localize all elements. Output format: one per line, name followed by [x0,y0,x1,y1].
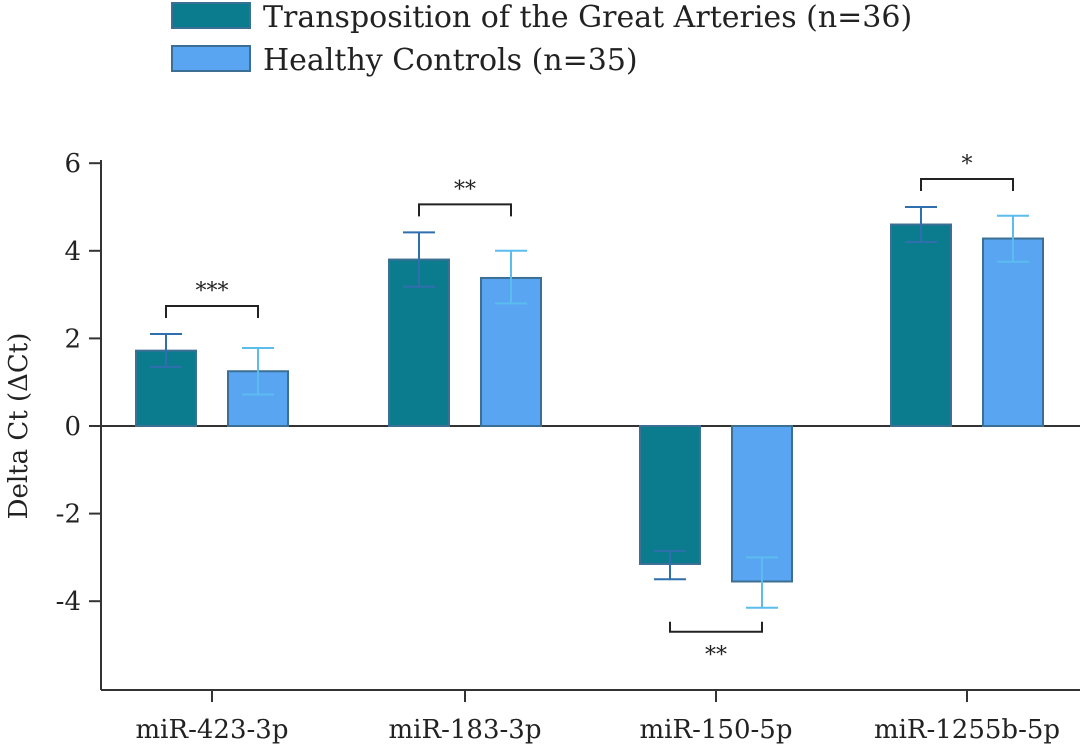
y-tick-label: 4 [64,237,81,267]
significance-bracket [418,203,512,217]
legend-label-controls: Healthy Controls (n=35) [263,43,638,78]
significance-bracket [920,178,1014,191]
significance-bracket [669,621,763,633]
bar [639,425,701,565]
x-tick-label: miR-423-3p [136,715,289,745]
bar [135,349,197,427]
y-tick-label: 2 [64,324,81,354]
legend: Transposition of the Great Arteries (n=3… [171,0,912,78]
significance-label: *** [196,279,229,304]
bar [731,425,793,583]
bar [982,237,1044,427]
x-tick-label: miR-1255b-5p [874,715,1060,745]
significance-label: ** [454,177,476,202]
bar [890,223,952,427]
significance-label: * [962,152,973,177]
x-tick-label: miR-150-5p [640,715,793,745]
x-tick-label: miR-183-3p [389,715,542,745]
y-tick-label: 0 [64,412,81,442]
legend-swatch-controls [171,45,251,72]
legend-swatch-tga [171,2,251,29]
significance-label: ** [705,643,727,668]
y-axis-title: Delta Ct (ΔCt) [4,333,34,520]
significance-bracket [165,305,259,319]
y-tick-label: -2 [56,500,81,530]
legend-label-tga: Transposition of the Great Arteries (n=3… [263,0,912,35]
plot-area: 6 4 2 0 -2 -4 miR-423-3p miR-183-3p miR-150-5p mi… [56,149,1080,745]
y-tick-label: -4 [56,587,81,617]
y-tick-label: 6 [64,149,81,179]
